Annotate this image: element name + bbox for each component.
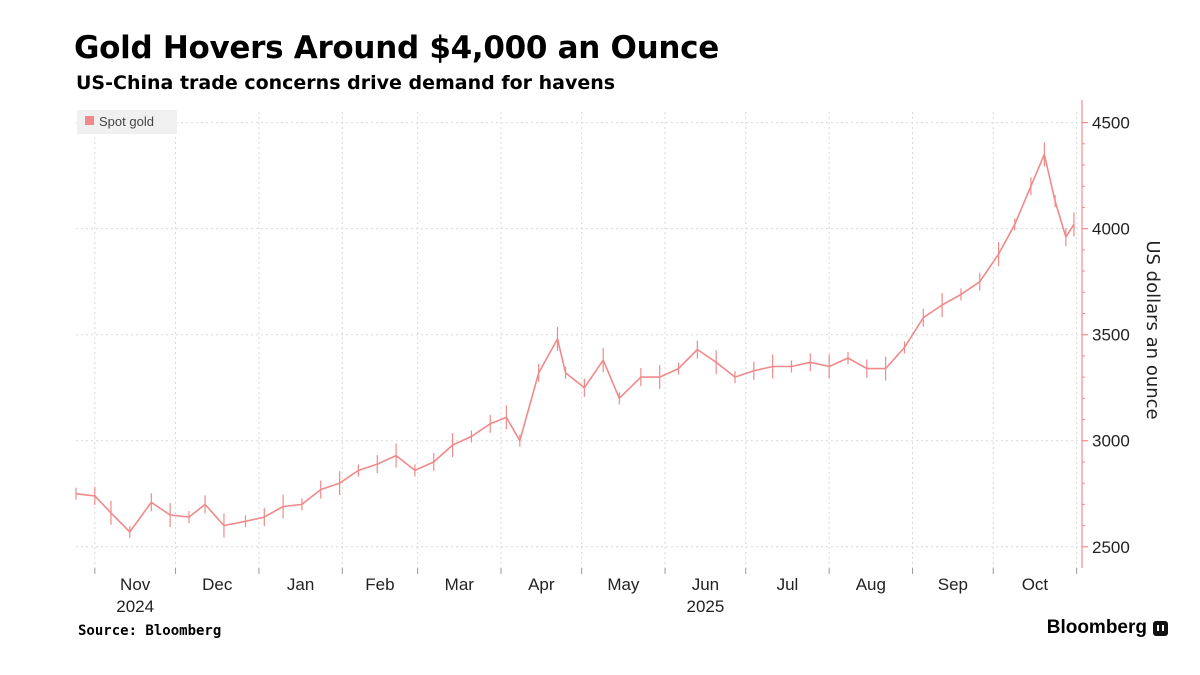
x-tick-label: Jun bbox=[692, 575, 719, 594]
x-year-label: 2024 bbox=[116, 597, 154, 616]
series-spot-gold bbox=[75, 142, 1075, 538]
bloomberg-logo: Bloomberg bbox=[1047, 617, 1168, 639]
x-tick-label: Apr bbox=[528, 575, 555, 594]
series-line bbox=[75, 153, 1075, 533]
x-tick-label: Aug bbox=[856, 575, 886, 594]
x-tick-label: Feb bbox=[365, 575, 394, 594]
x-year-label: 2025 bbox=[687, 597, 725, 616]
x-tick-label: Sep bbox=[938, 575, 968, 594]
y-tick-label: 2500 bbox=[1092, 538, 1130, 557]
x-tick-label: Nov bbox=[120, 575, 151, 594]
x-tick-label: Dec bbox=[202, 575, 233, 594]
gridlines bbox=[76, 112, 1082, 568]
y-axis-label: US dollars an ounce bbox=[1142, 240, 1163, 419]
legend-swatch bbox=[85, 116, 94, 125]
x-tick-label: May bbox=[607, 575, 640, 594]
bloomberg-terminal-icon bbox=[1153, 620, 1168, 636]
y-tick-label: 3500 bbox=[1092, 326, 1130, 345]
x-tick-label: Jul bbox=[777, 575, 799, 594]
x-axis: Nov 2024 Dec Jan Feb Mar Apr May Jun 2025 Jul Aug Se… bbox=[94, 568, 1078, 616]
y-axis: 2500 3000 3500 4000 4500 bbox=[1081, 100, 1130, 568]
legend: Spot gold bbox=[77, 110, 177, 134]
x-tick-label: Jan bbox=[287, 575, 314, 594]
source-note: Source: Bloomberg bbox=[78, 623, 222, 639]
y-tick-label: 4500 bbox=[1092, 114, 1130, 133]
y-tick-label: 3000 bbox=[1092, 432, 1130, 451]
legend-label-spot-gold: Spot gold bbox=[99, 114, 154, 129]
chart-subtitle: US-China trade concerns drive demand for… bbox=[76, 72, 616, 94]
y-tick-label: 4000 bbox=[1092, 220, 1130, 239]
brand-name: Bloomberg bbox=[1046, 617, 1147, 638]
x-tick-label: Mar bbox=[445, 575, 475, 594]
x-tick-label: Oct bbox=[1022, 575, 1049, 594]
chart-title: Gold Hovers Around $4,000 an Ounce bbox=[74, 30, 719, 66]
